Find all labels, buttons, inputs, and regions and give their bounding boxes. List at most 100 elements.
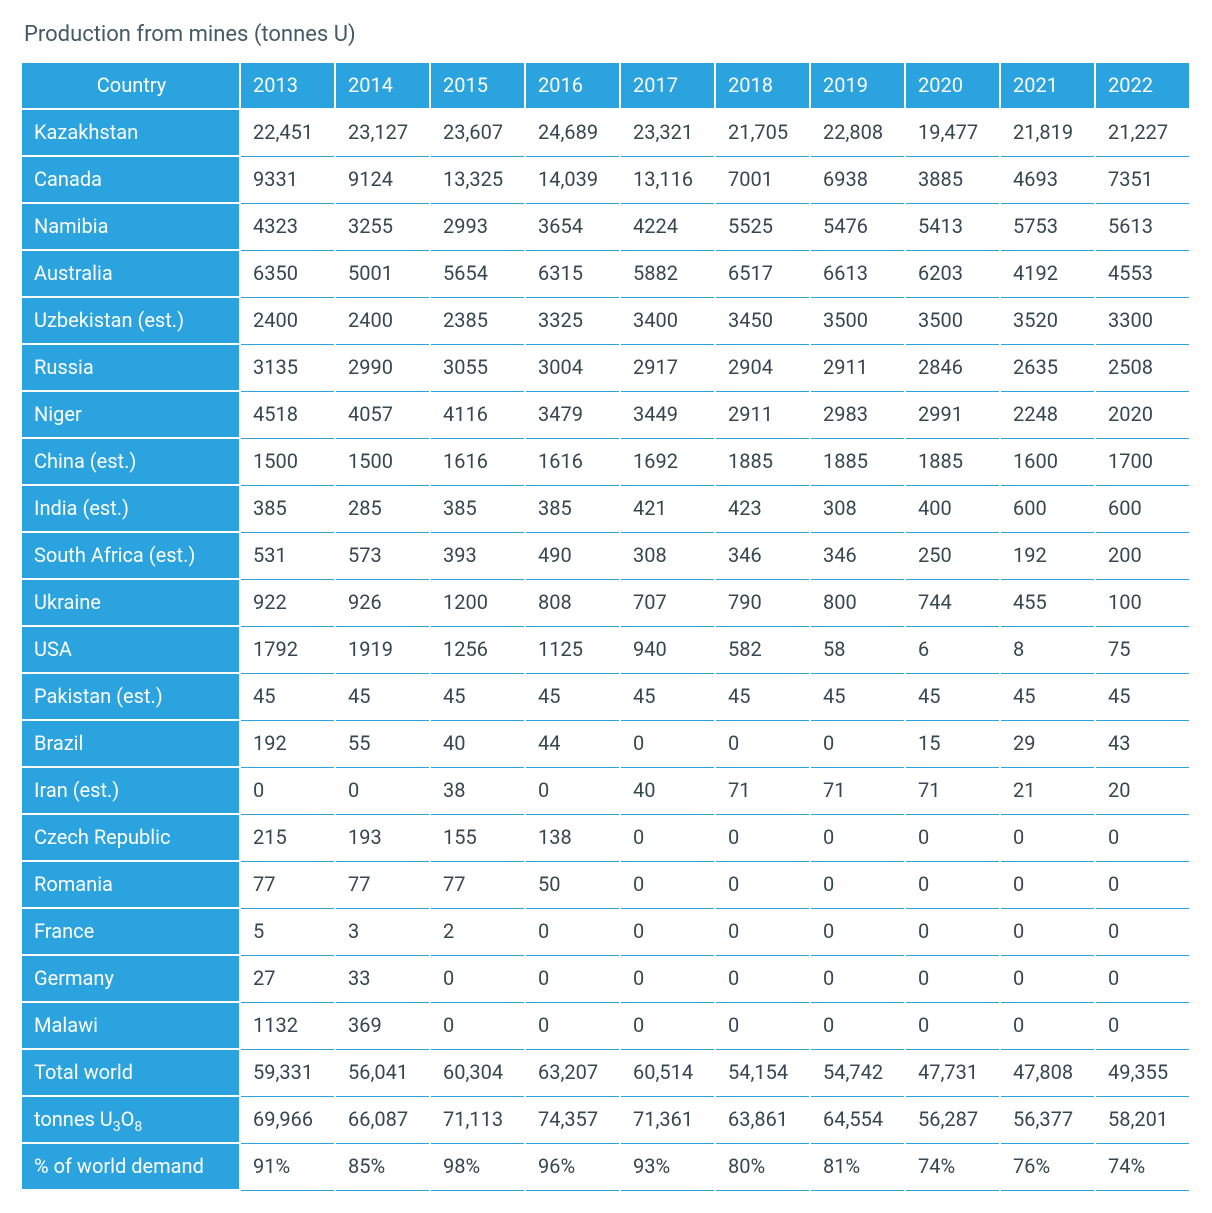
row-label: Total world [22, 1049, 240, 1096]
data-cell: 0 [810, 814, 905, 861]
column-header-year: 2022 [1095, 62, 1190, 109]
column-header-year: 2013 [240, 62, 335, 109]
data-cell: 77 [430, 861, 525, 908]
table-row: Russia3135299030553004291729042911284626… [22, 344, 1190, 391]
data-cell: 3654 [525, 203, 620, 250]
data-cell: 47,808 [1000, 1049, 1095, 1096]
data-cell: 5525 [715, 203, 810, 250]
data-cell: 3300 [1095, 297, 1190, 344]
data-cell: 1885 [905, 438, 1000, 485]
table-row: France5320000000 [22, 908, 1190, 955]
data-cell: 3450 [715, 297, 810, 344]
data-cell: 13,116 [620, 156, 715, 203]
data-cell: 0 [240, 767, 335, 814]
table-row: Germany273300000000 [22, 955, 1190, 1002]
table-header-row: Country 2013 2014 2015 2016 2017 2018 20… [22, 62, 1190, 109]
row-label: Canada [22, 156, 240, 203]
data-cell: 77 [335, 861, 430, 908]
data-cell: 193 [335, 814, 430, 861]
data-cell: 0 [1000, 861, 1095, 908]
data-cell: 56,041 [335, 1049, 430, 1096]
table-row: India (est.)3852853853854214233084006006… [22, 485, 1190, 532]
data-cell: 76% [1000, 1143, 1095, 1190]
column-header-year: 2017 [620, 62, 715, 109]
data-cell: 43 [1095, 720, 1190, 767]
data-cell: 2400 [240, 297, 335, 344]
table-row: Czech Republic215193155138000000 [22, 814, 1190, 861]
data-cell: 2917 [620, 344, 715, 391]
data-cell: 2635 [1000, 344, 1095, 391]
data-cell: 1792 [240, 626, 335, 673]
data-cell: 3479 [525, 391, 620, 438]
data-cell: 69,966 [240, 1096, 335, 1143]
data-cell: 29 [1000, 720, 1095, 767]
data-cell: 98% [430, 1143, 525, 1190]
data-cell: 2846 [905, 344, 1000, 391]
data-cell: 6315 [525, 250, 620, 297]
data-cell: 4057 [335, 391, 430, 438]
data-cell: 138 [525, 814, 620, 861]
data-cell: 91% [240, 1143, 335, 1190]
data-cell: 385 [525, 485, 620, 532]
data-cell: 71,361 [620, 1096, 715, 1143]
data-cell: 0 [1095, 814, 1190, 861]
data-cell: 3449 [620, 391, 715, 438]
data-cell: 4553 [1095, 250, 1190, 297]
data-cell: 40 [620, 767, 715, 814]
data-cell: 4192 [1000, 250, 1095, 297]
data-cell: 14,039 [525, 156, 620, 203]
data-cell: 346 [715, 532, 810, 579]
data-cell: 2990 [335, 344, 430, 391]
data-cell: 2 [430, 908, 525, 955]
data-cell: 33 [335, 955, 430, 1002]
column-header-year: 2014 [335, 62, 430, 109]
data-cell: 0 [905, 814, 1000, 861]
data-cell: 5 [240, 908, 335, 955]
data-cell: 5476 [810, 203, 905, 250]
data-cell: 74% [905, 1143, 1000, 1190]
data-cell: 45 [240, 673, 335, 720]
data-cell: 0 [620, 720, 715, 767]
data-cell: 400 [905, 485, 1000, 532]
data-cell: 0 [715, 955, 810, 1002]
data-cell: 63,207 [525, 1049, 620, 1096]
data-cell: 1616 [525, 438, 620, 485]
data-cell: 4323 [240, 203, 335, 250]
row-label: Brazil [22, 720, 240, 767]
data-cell: 600 [1000, 485, 1095, 532]
table-row: USA1792191912561125940582586875 [22, 626, 1190, 673]
data-cell: 74% [1095, 1143, 1190, 1190]
data-cell: 5413 [905, 203, 1000, 250]
data-cell: 0 [1000, 908, 1095, 955]
data-cell: 6 [905, 626, 1000, 673]
table-row: tonnes U3O869,96666,08771,11374,35771,36… [22, 1096, 1190, 1143]
data-cell: 54,742 [810, 1049, 905, 1096]
row-label: Russia [22, 344, 240, 391]
data-cell: 55 [335, 720, 430, 767]
data-cell: 23,321 [620, 109, 715, 156]
data-cell: 49,355 [1095, 1049, 1190, 1096]
table-row: % of world demand91%85%98%96%93%80%81%74… [22, 1143, 1190, 1190]
data-cell: 1132 [240, 1002, 335, 1049]
data-cell: 56,377 [1000, 1096, 1095, 1143]
data-cell: 22,451 [240, 109, 335, 156]
data-cell: 6350 [240, 250, 335, 297]
row-label: Iran (est.) [22, 767, 240, 814]
data-cell: 0 [525, 908, 620, 955]
data-cell: 38 [430, 767, 525, 814]
data-cell: 0 [620, 908, 715, 955]
data-cell: 192 [1000, 532, 1095, 579]
data-cell: 2385 [430, 297, 525, 344]
data-cell: 4693 [1000, 156, 1095, 203]
data-cell: 3004 [525, 344, 620, 391]
data-cell: 0 [525, 1002, 620, 1049]
data-cell: 71,113 [430, 1096, 525, 1143]
data-cell: 369 [335, 1002, 430, 1049]
data-cell: 45 [335, 673, 430, 720]
data-cell: 2993 [430, 203, 525, 250]
data-cell: 81% [810, 1143, 905, 1190]
data-cell: 22,808 [810, 109, 905, 156]
row-label: South Africa (est.) [22, 532, 240, 579]
data-cell: 0 [1000, 1002, 1095, 1049]
data-cell: 80% [715, 1143, 810, 1190]
